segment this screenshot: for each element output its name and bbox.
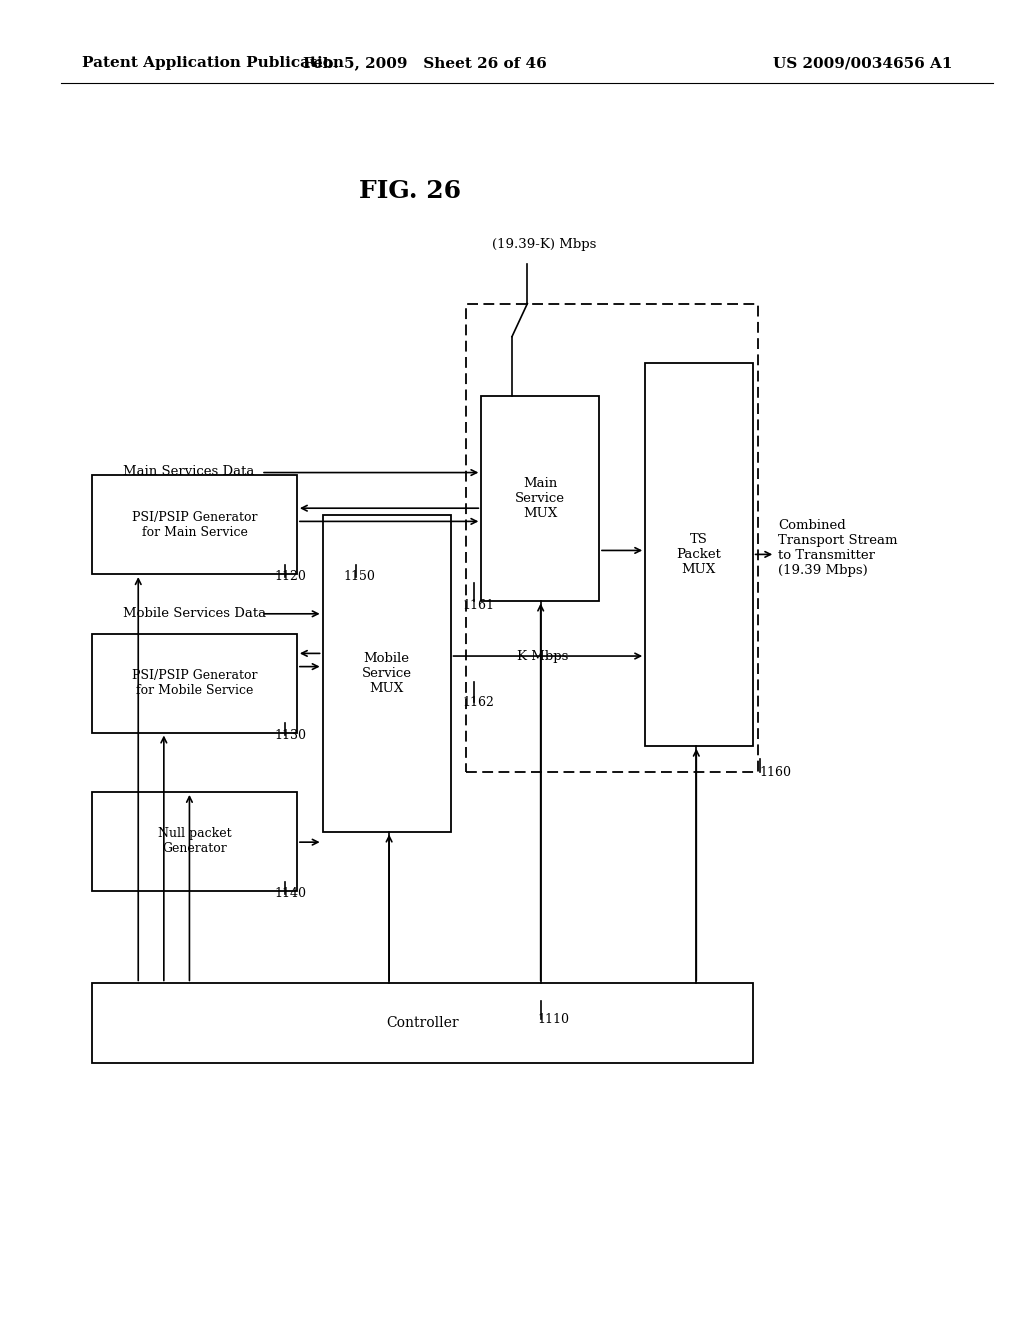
Text: Controller: Controller bbox=[386, 1016, 459, 1030]
Text: Combined
Transport Stream
to Transmitter
(19.39 Mbps): Combined Transport Stream to Transmitter… bbox=[778, 519, 898, 577]
Text: PSI/PSIP Generator
for Main Service: PSI/PSIP Generator for Main Service bbox=[132, 511, 257, 539]
Text: 1162: 1162 bbox=[463, 696, 495, 709]
Text: 1160: 1160 bbox=[760, 766, 792, 779]
Text: 1150: 1150 bbox=[343, 570, 375, 583]
Bar bbox=[92, 792, 297, 891]
Text: Main
Service
MUX: Main Service MUX bbox=[515, 477, 565, 520]
Text: Null packet
Generator: Null packet Generator bbox=[158, 828, 231, 855]
Text: FIG. 26: FIG. 26 bbox=[358, 180, 461, 203]
Text: Mobile
Service
MUX: Mobile Service MUX bbox=[361, 652, 412, 694]
Text: PSI/PSIP Generator
for Mobile Service: PSI/PSIP Generator for Mobile Service bbox=[132, 669, 257, 697]
Text: 1120: 1120 bbox=[274, 570, 306, 583]
Text: (19.39-K) Mbps: (19.39-K) Mbps bbox=[492, 238, 596, 251]
Bar bbox=[481, 396, 599, 601]
Text: Mobile Services Data: Mobile Services Data bbox=[123, 607, 266, 620]
Text: Main Services Data: Main Services Data bbox=[123, 465, 254, 478]
Bar bbox=[466, 304, 758, 772]
Text: 1130: 1130 bbox=[274, 729, 306, 742]
Text: Feb. 5, 2009   Sheet 26 of 46: Feb. 5, 2009 Sheet 26 of 46 bbox=[303, 57, 547, 70]
Text: TS
Packet
MUX: TS Packet MUX bbox=[677, 533, 721, 576]
Bar bbox=[92, 634, 297, 733]
Text: 1140: 1140 bbox=[274, 887, 306, 900]
Bar bbox=[92, 983, 753, 1063]
Bar bbox=[92, 475, 297, 574]
Bar bbox=[645, 363, 753, 746]
Bar bbox=[323, 515, 451, 832]
Text: 1110: 1110 bbox=[538, 1012, 569, 1026]
Text: Patent Application Publication: Patent Application Publication bbox=[82, 57, 344, 70]
Text: 1161: 1161 bbox=[463, 599, 495, 612]
Text: US 2009/0034656 A1: US 2009/0034656 A1 bbox=[773, 57, 952, 70]
Text: K Mbps: K Mbps bbox=[517, 649, 568, 663]
